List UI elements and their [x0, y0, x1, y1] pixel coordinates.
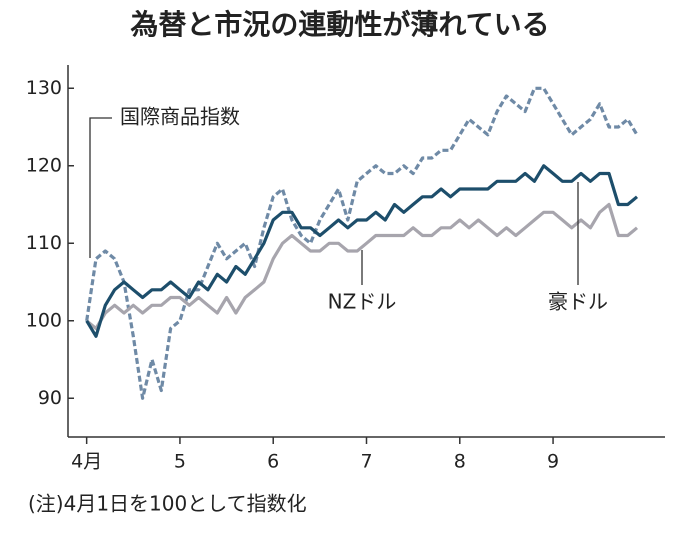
series-line	[85, 86, 639, 400]
series-label: 国際商品指数	[120, 105, 240, 129]
x-tick-label: 4月	[71, 451, 102, 473]
series-line	[85, 164, 639, 338]
series-line	[85, 202, 639, 331]
y-tick-label: 100	[26, 309, 62, 331]
note: (注)4月1日を100として指数化	[28, 492, 307, 516]
chart-title: 為替と市況の連動性が薄れている	[130, 8, 549, 41]
x-tick-label: 9	[547, 451, 559, 473]
series-label: NZドル	[328, 290, 397, 314]
leader-line	[89, 117, 112, 258]
y-tick-label: 90	[38, 387, 62, 409]
series-label: 豪ドル	[548, 290, 608, 314]
y-tick-label: 120	[26, 154, 62, 176]
x-tick-label: 8	[454, 451, 466, 473]
x-tick-label: 7	[360, 451, 372, 473]
x-tick-label: 6	[267, 451, 279, 473]
y-tick-label: 110	[26, 232, 62, 254]
y-tick-label: 130	[26, 77, 62, 99]
x-tick-label: 5	[174, 451, 186, 473]
